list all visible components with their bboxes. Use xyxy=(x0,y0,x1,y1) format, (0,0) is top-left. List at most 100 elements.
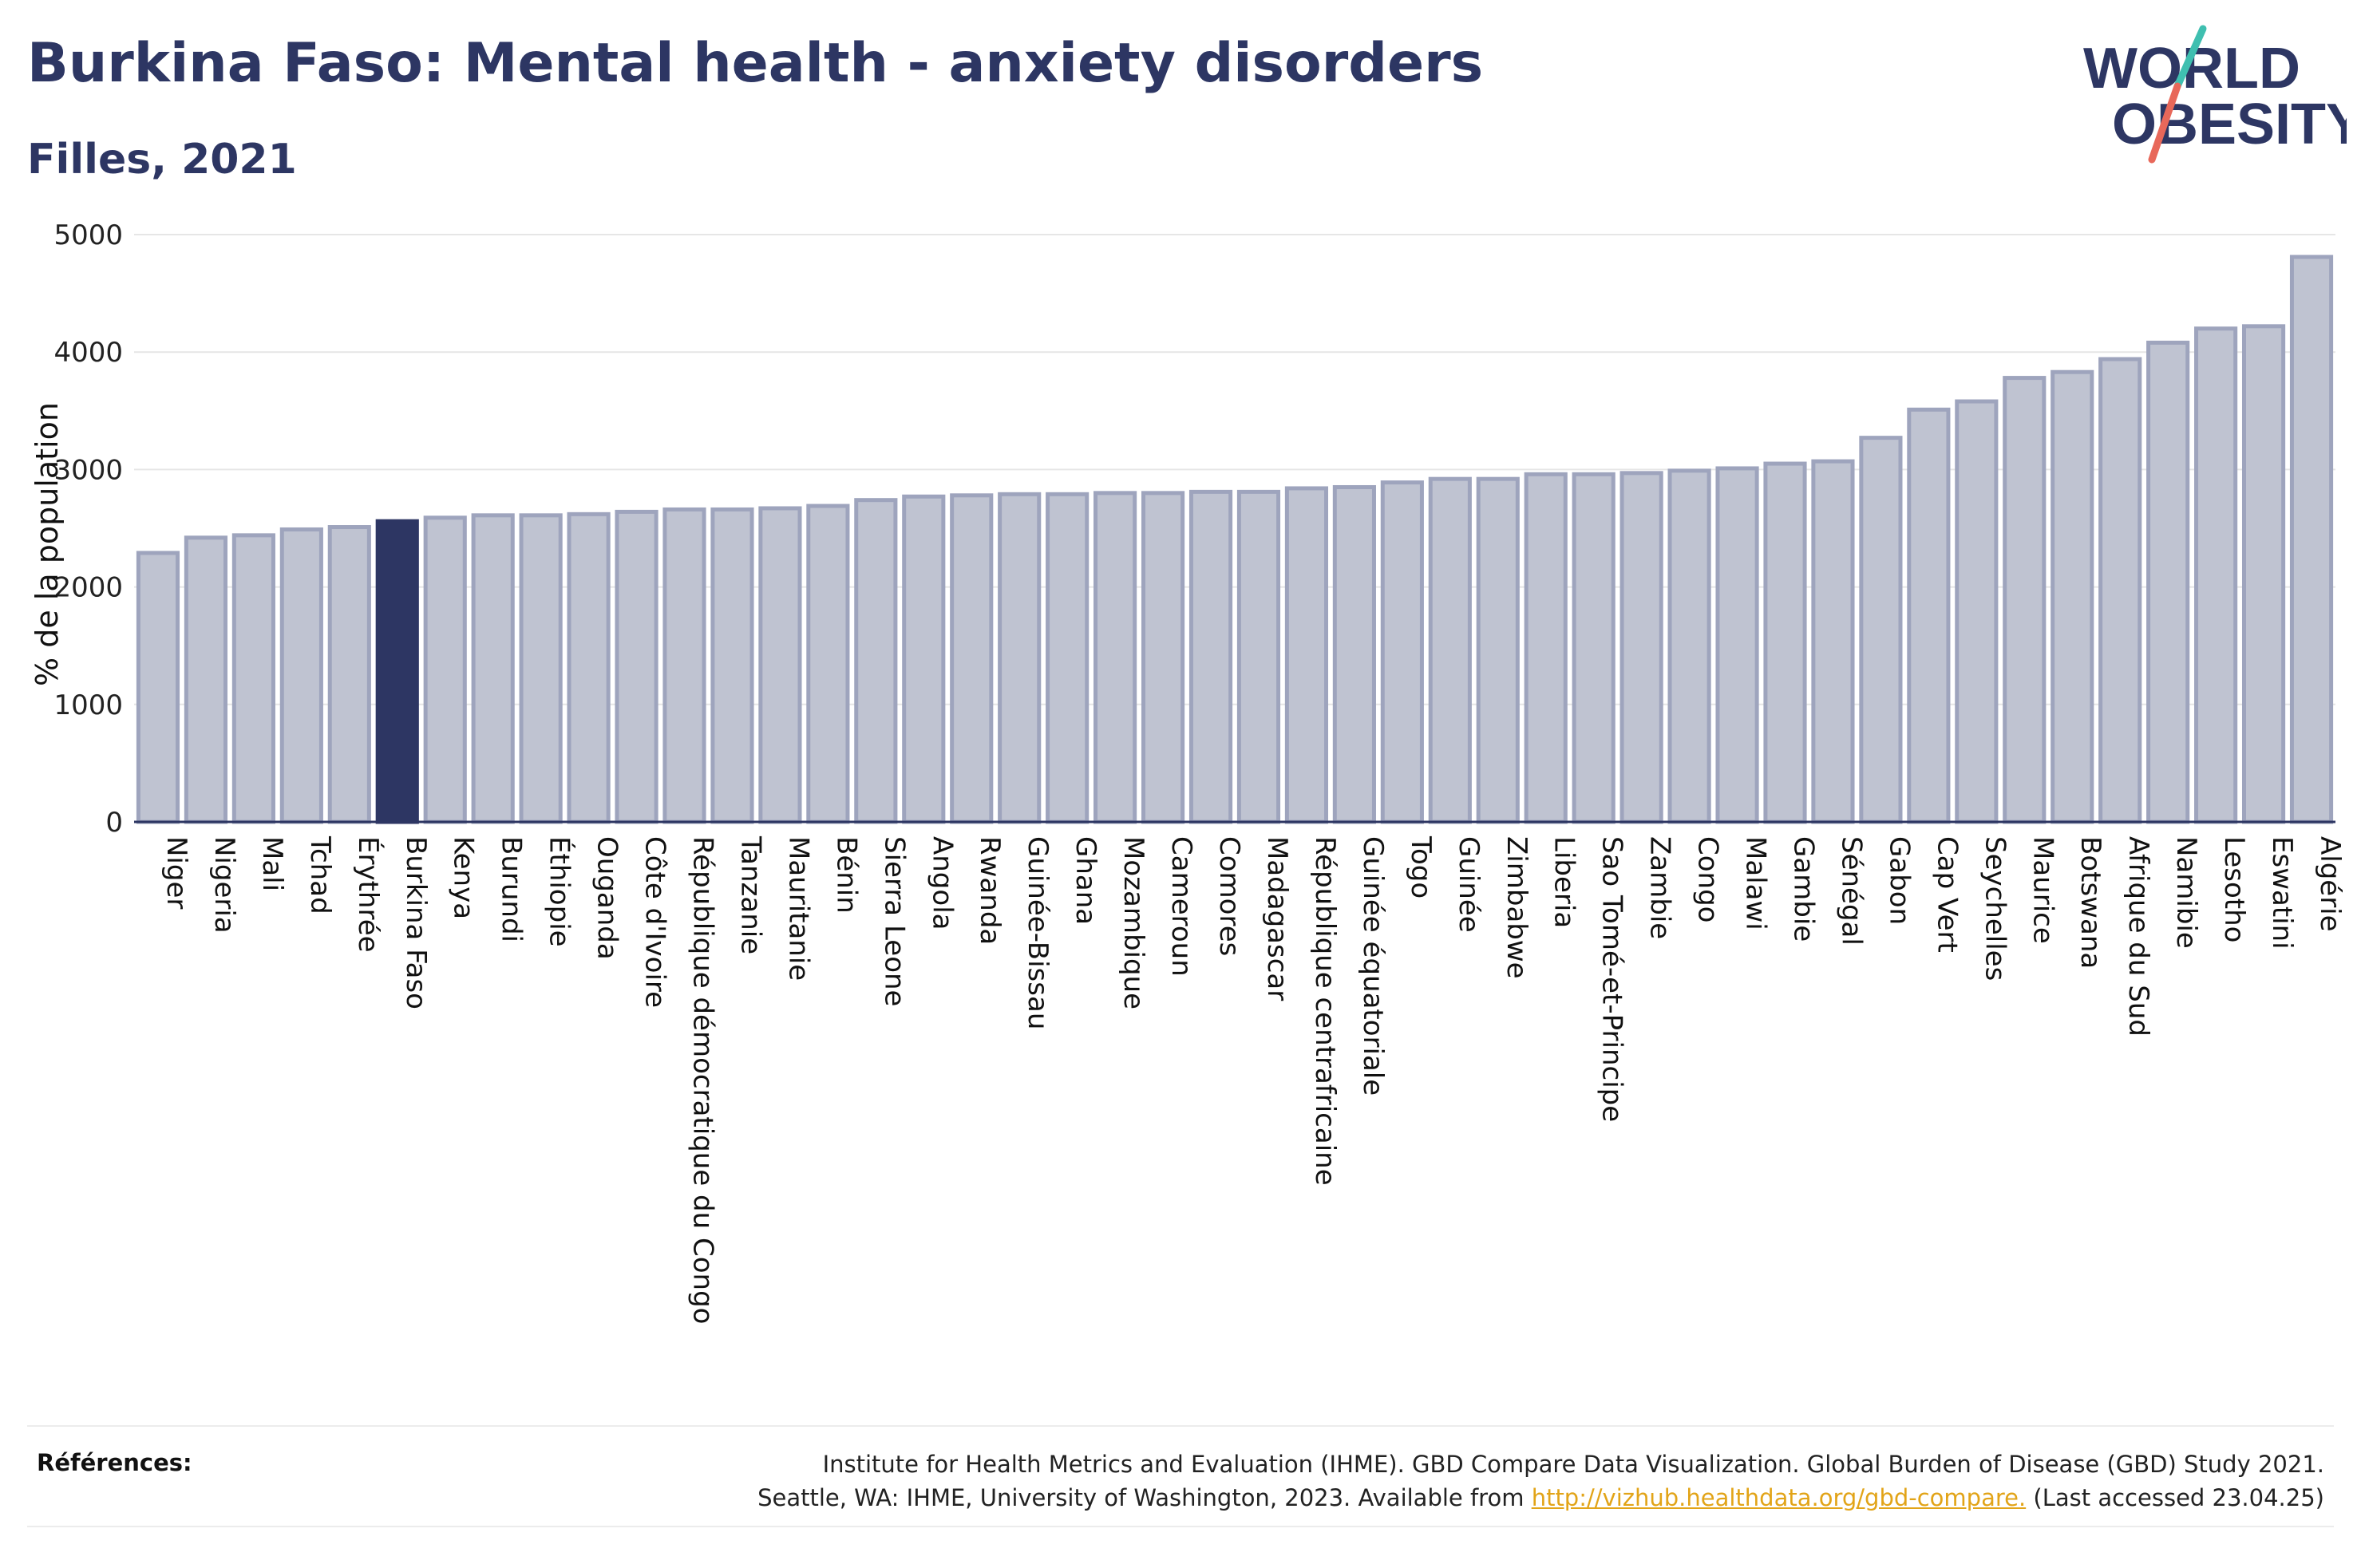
x-tick-label: Niger xyxy=(160,836,192,909)
bar xyxy=(1907,407,1951,824)
x-tick-label: Sao Tomé-et-Principe xyxy=(1596,836,1628,1122)
x-tick-label: Gabon xyxy=(1883,836,1915,925)
bar xyxy=(1093,491,1137,824)
logo-slash-bottom xyxy=(2148,82,2181,164)
bar xyxy=(662,507,706,824)
bar xyxy=(806,504,850,824)
bar xyxy=(1859,436,1903,824)
bar xyxy=(1188,489,1233,824)
x-tick-label: République centrafricaine xyxy=(1309,836,1341,1186)
bar xyxy=(998,492,1042,824)
bar xyxy=(1619,471,1663,824)
bar xyxy=(710,507,754,824)
bar xyxy=(231,533,275,824)
bar-chart: 0 1000 2000 3000 4000 5000 % de la population N… xyxy=(30,219,2346,1324)
x-tick-label: Tchad xyxy=(304,835,336,914)
bar xyxy=(519,513,563,824)
x-tick-label: Mauritanie xyxy=(782,836,814,981)
bar xyxy=(1284,486,1329,824)
bar xyxy=(2289,255,2334,824)
y-tick-label: 4000 xyxy=(53,337,123,369)
references-text: Institute for Health Metrics and Evaluat… xyxy=(757,1448,2324,1515)
logo-line2: OBESITY xyxy=(2112,93,2347,156)
y-tick-label: 3000 xyxy=(53,454,123,486)
bar xyxy=(1141,491,1185,824)
x-tick-label: Comores xyxy=(1213,836,1245,956)
x-tick-label: Zimbabwe xyxy=(1501,836,1532,979)
bar xyxy=(1763,461,1807,824)
x-tick-label: République démocratique du Congo xyxy=(687,836,719,1324)
references-line2: Seattle, WA: IHME, University of Washing… xyxy=(757,1481,2324,1515)
bar xyxy=(1572,472,1616,824)
bar xyxy=(1955,399,1999,824)
references-line1: Institute for Health Metrics and Evaluat… xyxy=(822,1451,2324,1478)
x-tick-label: Gambie xyxy=(1788,836,1820,942)
x-tick-label: Cap Vert xyxy=(1931,836,1963,953)
x-tick-label: Kenya xyxy=(448,836,480,919)
x-tick-label: Mozambique xyxy=(1117,836,1149,1009)
bar xyxy=(471,513,515,824)
y-tick-label: 2000 xyxy=(53,572,123,604)
y-axis-label: % de la population xyxy=(30,402,65,686)
x-tick-label: Botswana xyxy=(2074,836,2106,969)
bar xyxy=(2194,326,2238,824)
bar xyxy=(279,527,323,824)
x-tick-label: Ghana xyxy=(1070,836,1101,925)
bar xyxy=(567,511,611,824)
x-tick-label: Maurice xyxy=(2027,836,2058,944)
x-tick-label: Afrique du Sud xyxy=(2122,836,2154,1037)
x-tick-label: Ouganda xyxy=(591,836,623,960)
references-label: Références: xyxy=(37,1449,192,1476)
bar xyxy=(1667,468,1711,824)
bar xyxy=(1332,484,1376,824)
bar xyxy=(2003,376,2047,824)
x-tick-label: Côte d'Ivoire xyxy=(639,836,671,1008)
bar xyxy=(2241,324,2286,824)
x-tick-label: Burundi xyxy=(496,836,528,942)
world-obesity-logo: WORLD OBESITY xyxy=(2083,25,2347,164)
x-tick-label: Guinée-Bissau xyxy=(1022,836,1054,1029)
references-link[interactable]: http://vizhub.healthdata.org/gbd-compare… xyxy=(1531,1484,2027,1511)
bar xyxy=(1046,492,1090,824)
y-tick-label: 0 xyxy=(105,807,123,839)
x-tick-label: Lesotho xyxy=(2218,836,2250,942)
x-tick-label: Malawi xyxy=(1740,836,1772,930)
x-tick-label: Angola xyxy=(926,836,958,930)
x-tick-label: Togo xyxy=(1405,835,1437,899)
bar xyxy=(184,535,228,824)
bar xyxy=(615,509,658,824)
bar xyxy=(1811,459,1855,824)
logo-slash-top xyxy=(2173,25,2207,90)
bar xyxy=(1715,466,1759,824)
x-tick-label: Cameroun xyxy=(1165,836,1197,977)
x-tick-label: Madagascar xyxy=(1261,836,1293,1001)
x-tick-label: Namibie xyxy=(2170,836,2202,949)
references-line2-suffix: (Last accessed 23.04.25) xyxy=(2033,1484,2324,1511)
bar xyxy=(1428,476,1472,824)
bar xyxy=(423,515,467,824)
x-tick-label: Éthiopie xyxy=(544,836,576,947)
bar xyxy=(2146,340,2190,824)
bar-highlight xyxy=(375,519,419,824)
x-tick-label: Tanzanie xyxy=(734,835,766,954)
bar xyxy=(1380,480,1424,824)
bar xyxy=(1476,476,1520,824)
x-tick-label: Burkina Faso xyxy=(400,836,432,1009)
bar xyxy=(136,551,180,824)
bar xyxy=(2051,369,2094,824)
bar xyxy=(950,493,994,824)
bar xyxy=(758,506,802,824)
bar xyxy=(854,498,898,824)
chart-title: Burkina Faso: Mental health - anxiety di… xyxy=(27,32,1484,95)
bar xyxy=(327,525,371,824)
x-tick-label: Algérie xyxy=(2314,836,2346,932)
y-tick-label: 5000 xyxy=(53,219,123,251)
x-tick-label: Seychelles xyxy=(1979,836,2011,981)
bar xyxy=(902,494,946,824)
x-tick-label: Sénégal xyxy=(1835,836,1867,946)
y-tick-label: 1000 xyxy=(53,689,123,721)
x-tick-label: Bénin xyxy=(830,836,862,914)
x-tick-label: Nigeria xyxy=(208,836,240,934)
x-tick-label: Sierra Leone xyxy=(878,836,910,1006)
x-tick-label: Congo xyxy=(1692,836,1724,922)
